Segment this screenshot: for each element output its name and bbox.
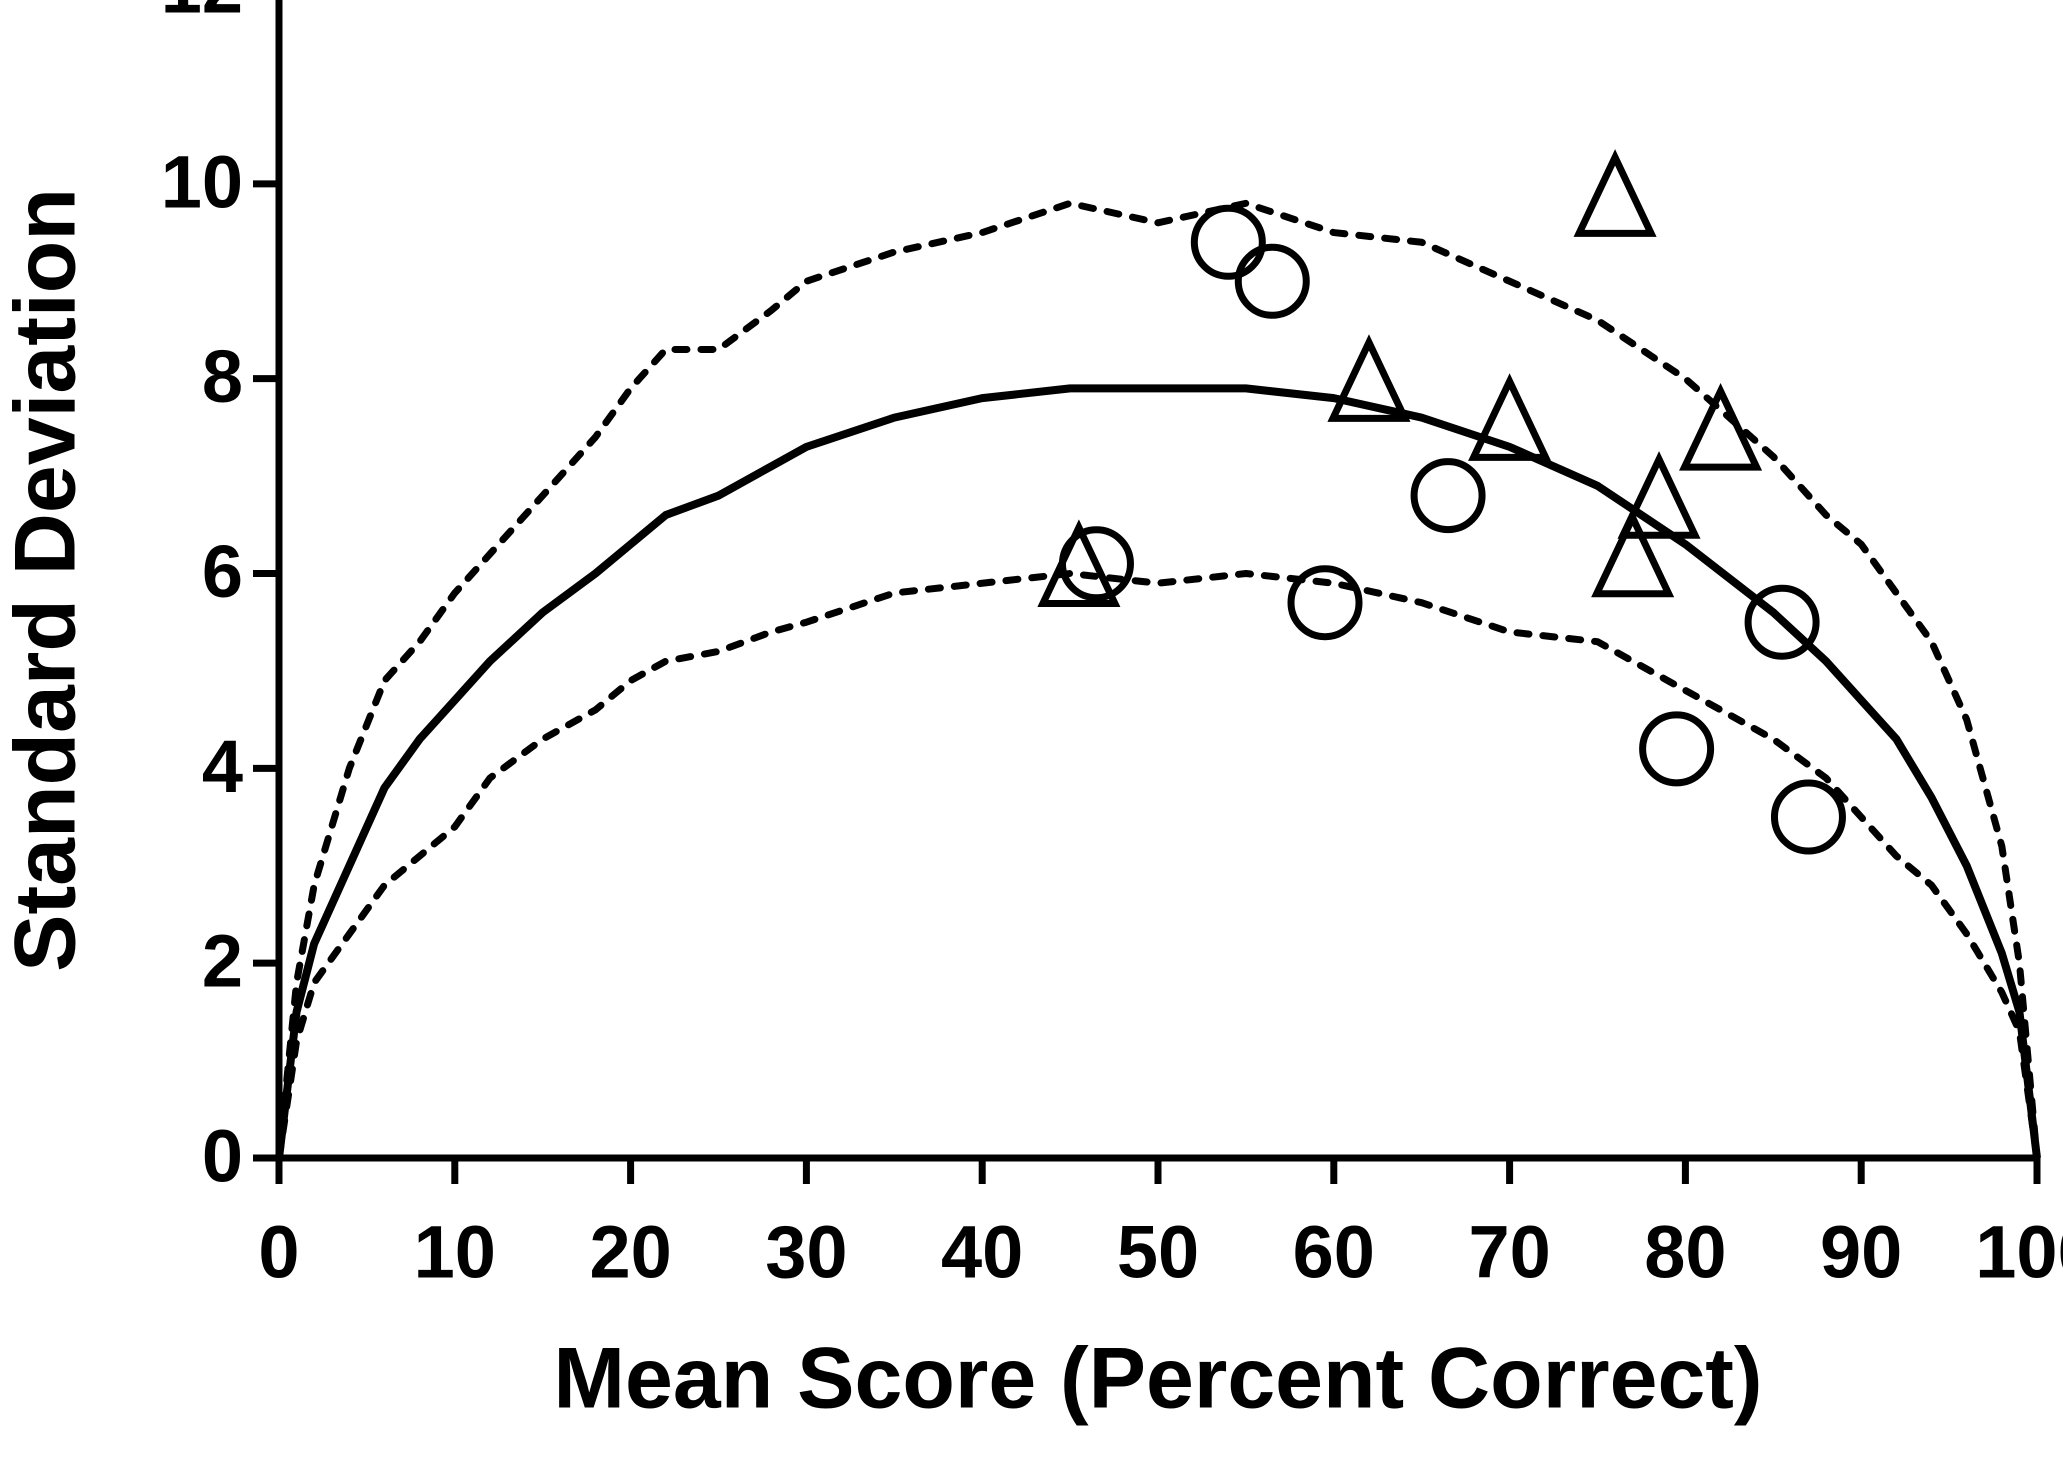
x-tick-label: 60 — [1293, 1211, 1375, 1294]
x-tick-label: 50 — [1117, 1211, 1199, 1294]
y-axis-title: Standard Deviation — [0, 188, 94, 972]
y-tick-label: 8 — [202, 335, 243, 418]
x-tick-label: 10 — [414, 1211, 496, 1294]
x-tick-label: 100 — [1975, 1211, 2063, 1294]
solid-line — [275, 384, 2041, 1159]
triangle-marker — [1327, 334, 1411, 422]
triangle-marker — [1679, 382, 1763, 471]
circle-marker — [1234, 243, 1310, 319]
triangle-marker — [1617, 451, 1701, 539]
x-tick-label: 20 — [589, 1211, 671, 1294]
y-tick-label: 2 — [202, 920, 243, 1003]
y-tick-label: 4 — [202, 725, 243, 808]
dotted-line — [275, 570, 2041, 1162]
triangle-marker — [1037, 519, 1121, 607]
x-tick-label: 0 — [258, 1211, 299, 1294]
circle-marker — [1410, 458, 1486, 534]
triangle-marker — [1468, 373, 1552, 461]
circle-marker — [1744, 584, 1820, 660]
circle-marker — [1190, 204, 1266, 280]
triangle-marker — [1591, 509, 1675, 598]
x-tick-label: 40 — [941, 1211, 1023, 1294]
x-tick-label: 70 — [1468, 1211, 1550, 1294]
y-tick-label: 0 — [202, 1115, 243, 1198]
x-tick-label: 30 — [765, 1211, 847, 1294]
circle-marker — [1639, 711, 1715, 787]
y-tick-label: 10 — [161, 140, 243, 223]
circle-marker — [1287, 565, 1363, 641]
x-tick-label: 80 — [1644, 1211, 1726, 1294]
y-tick-label: 6 — [202, 530, 243, 613]
x-axis-title: Mean Score (Percent Correct) — [553, 1331, 1762, 1427]
dotted-line — [275, 199, 2041, 1162]
triangle-marker — [1573, 149, 1657, 237]
y-tick-label: 12 — [161, 0, 243, 29]
circle-marker — [1770, 779, 1846, 855]
x-tick-label: 90 — [1820, 1211, 1902, 1294]
